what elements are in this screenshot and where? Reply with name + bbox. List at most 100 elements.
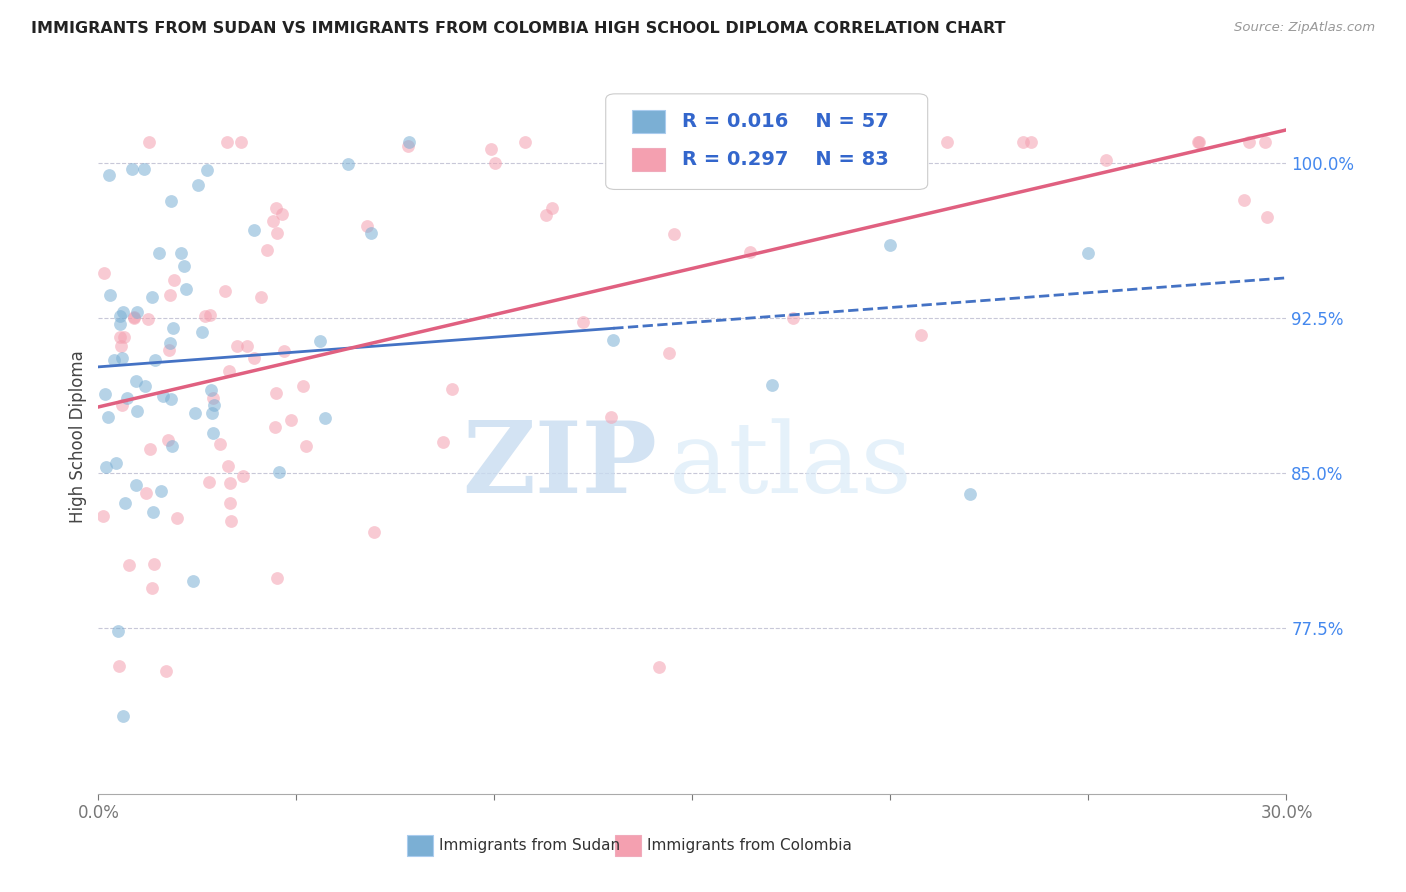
Text: ZIP: ZIP (463, 417, 657, 514)
Point (112, 330, 135, 344)
Text: Immigrants from Colombia: Immigrants from Colombia (647, 838, 852, 853)
Point (217, 459, 239, 474)
Point (118, 558, 141, 572)
Point (536, 208, 558, 222)
Point (935, 136, 957, 150)
Point (110, 339, 132, 353)
Point (1256, 211, 1278, 225)
Point (134, 162, 156, 177)
Point (295, 439, 318, 453)
Point (291, 379, 314, 393)
Point (157, 343, 180, 357)
Text: Source: ZipAtlas.com: Source: ZipAtlas.com (1234, 21, 1375, 34)
Point (166, 510, 188, 524)
Point (242, 351, 264, 365)
Point (356, 219, 378, 234)
Point (134, 379, 156, 393)
Point (337, 156, 360, 170)
Point (219, 476, 242, 491)
Point (638, 136, 661, 150)
Point (273, 343, 295, 358)
Point (761, 378, 783, 392)
Point (115, 391, 138, 405)
Point (856, 136, 879, 150)
Point (602, 334, 624, 348)
Point (122, 310, 145, 325)
Point (280, 413, 302, 427)
Point (191, 326, 214, 340)
Point (481, 142, 503, 156)
Point (155, 664, 177, 678)
Point (187, 178, 209, 192)
Point (309, 334, 332, 349)
Point (142, 505, 165, 519)
Point (879, 237, 901, 252)
Point (184, 406, 207, 420)
Point (103, 353, 125, 368)
Point (159, 336, 181, 351)
Point (1012, 136, 1035, 150)
Point (97, 410, 120, 425)
Text: atlas: atlas (669, 417, 911, 514)
Point (229, 136, 252, 150)
Point (256, 243, 278, 257)
Point (658, 345, 681, 359)
FancyBboxPatch shape (616, 835, 641, 856)
Point (664, 227, 686, 241)
Point (202, 398, 225, 412)
Point (152, 389, 174, 403)
Point (135, 486, 157, 500)
Point (111, 351, 134, 366)
Point (541, 201, 564, 215)
Point (150, 483, 173, 498)
Point (112, 305, 135, 319)
Point (125, 478, 148, 492)
Point (648, 660, 671, 674)
Point (209, 436, 232, 450)
Point (1095, 153, 1118, 168)
Point (138, 136, 160, 150)
Y-axis label: High School Diploma: High School Diploma (69, 351, 87, 524)
Point (127, 404, 149, 418)
Point (98, 288, 121, 302)
Point (173, 259, 195, 273)
FancyBboxPatch shape (408, 835, 433, 856)
Point (214, 284, 236, 298)
Point (1254, 136, 1277, 150)
Point (93, 266, 115, 280)
Point (215, 136, 238, 150)
Point (1188, 136, 1211, 150)
Point (432, 435, 454, 450)
Point (398, 136, 420, 150)
Point (1233, 194, 1256, 208)
Point (107, 658, 129, 673)
Point (360, 226, 382, 240)
Point (218, 364, 240, 378)
Point (267, 465, 290, 479)
Point (225, 338, 247, 352)
Point (200, 406, 222, 420)
Point (198, 475, 221, 490)
Point (396, 139, 419, 153)
Point (159, 288, 181, 302)
Point (513, 136, 536, 150)
FancyBboxPatch shape (631, 111, 665, 133)
Point (262, 213, 284, 227)
Point (93, 509, 115, 524)
Point (160, 439, 183, 453)
Point (176, 282, 198, 296)
Point (112, 708, 135, 723)
Point (142, 557, 165, 571)
Point (201, 391, 224, 405)
Point (263, 420, 285, 434)
Point (170, 246, 193, 260)
Point (110, 310, 132, 324)
Text: Immigrants from Sudan: Immigrants from Sudan (440, 838, 620, 853)
Point (266, 386, 288, 401)
Point (141, 582, 163, 596)
Point (138, 442, 160, 456)
Point (107, 624, 129, 638)
Point (740, 245, 762, 260)
Point (270, 207, 292, 221)
Point (266, 571, 288, 585)
